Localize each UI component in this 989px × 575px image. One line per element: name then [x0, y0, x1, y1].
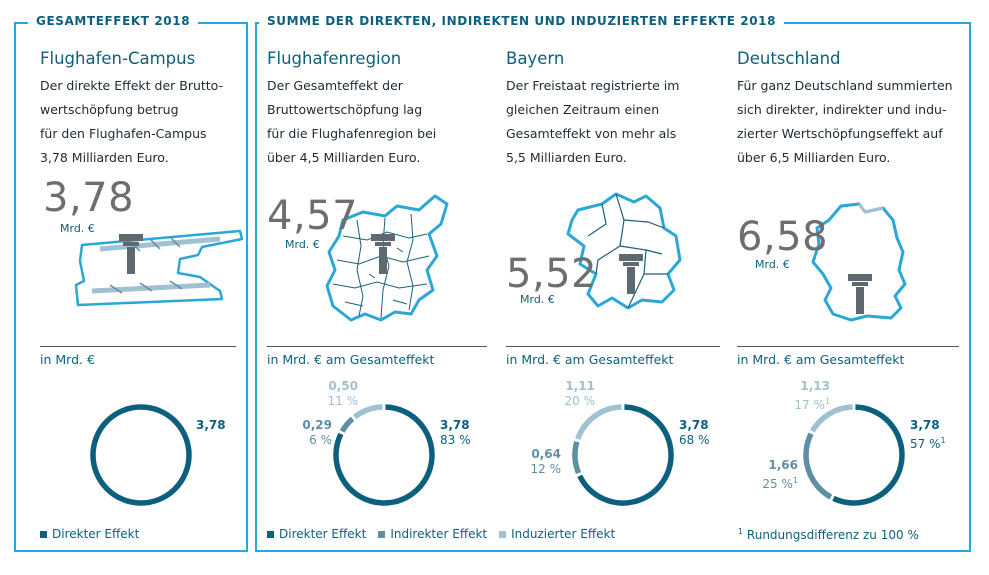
desc-line: Gesamteffekt von mehr als [506, 126, 677, 141]
donut-chart-germany [801, 402, 907, 508]
data-label-direkt: 3,78 [196, 418, 226, 432]
divider [40, 346, 236, 347]
desc-line: sich direkter, indirekter und indu- [737, 102, 947, 117]
divider [506, 346, 720, 347]
control-tower-icon [618, 252, 644, 300]
divider [267, 346, 487, 347]
slice-induziert [575, 404, 622, 441]
column-description: Der Gesamteffekt der Bruttowertschöpfung… [267, 74, 497, 170]
unit-label: in Mrd. € am Gesamteffekt [267, 352, 435, 367]
section-tag-sum: SUMME DER DIREKTEN, INDIREKTEN UND INDUZ… [259, 14, 785, 28]
section-tag-total: GESAMTEFFEKT 2018 [28, 14, 199, 28]
slice-direkt [333, 404, 435, 506]
desc-line: Der direkte Effekt der Brutto- [40, 78, 224, 93]
desc-line: Bruttowertschöpfung lag [267, 102, 423, 117]
legend-swatch [378, 530, 386, 538]
airport-region-map-icon [323, 190, 453, 329]
legend-swatch [40, 530, 47, 538]
legend-label: Direkter Effekt [52, 527, 140, 541]
legend-item-direkt: Direkter Effekt [40, 527, 139, 541]
slice-indirekt [339, 416, 355, 433]
data-label-indirekt: 0,29 6 % [302, 418, 332, 447]
slice-indirekt [572, 440, 582, 475]
desc-line: 3,78 Milliarden Euro. [40, 150, 169, 165]
column-title: Deutschland [737, 49, 841, 68]
desc-line: über 4,5 Milliarden Euro. [267, 150, 421, 165]
big-value: 4,57 [267, 193, 359, 239]
slice-direkt [577, 404, 674, 506]
data-label-direkt: 3,78 57 %1 [910, 418, 946, 451]
column-description: Der direkte Effekt der Brutto- wertschöp… [40, 74, 270, 170]
big-unit: Mrd. € [520, 293, 555, 306]
control-tower-icon [370, 232, 396, 280]
unit-label: in Mrd. € [40, 352, 95, 367]
desc-line: 5,5 Milliarden Euro. [506, 150, 627, 165]
legend-swatch [499, 530, 507, 538]
slice-direkt [90, 404, 192, 506]
big-unit: Mrd. € [285, 238, 320, 251]
footnote-marker: 1 [738, 527, 744, 536]
legend-swatch [267, 530, 274, 538]
slice-induziert [809, 404, 853, 433]
desc-line: Der Gesamteffekt der [267, 78, 403, 93]
data-label-induziert: 0,50 11 % [327, 379, 359, 408]
data-label-direkt: 3,78 83 % [440, 418, 471, 447]
data-label-induziert: 1,13 17 %1 [794, 379, 830, 412]
bavaria-map-icon [558, 190, 690, 319]
donut-chart-region [331, 402, 437, 508]
control-tower-icon [118, 232, 144, 280]
legend-item-indirekt: Indirekter Effekt [378, 527, 487, 541]
footnote-text: Rundungsdifferenz zu 100 % [746, 528, 919, 542]
desc-line: für den Flughafen-Campus [40, 126, 207, 141]
desc-line: zierter Wertschöpfungseffekt auf [737, 126, 943, 141]
desc-line: für die Flughafenregion bei [267, 126, 437, 141]
column-germany: Deutschland Für ganz Deutschland summier… [737, 0, 967, 575]
legend-item-induziert: Induzierter Effekt [499, 527, 615, 541]
legend-campus: Direkter Effekt [40, 527, 139, 541]
legend-item-direkt: Direkter Effekt [267, 527, 366, 541]
column-title: Bayern [506, 49, 565, 68]
divider [737, 346, 959, 347]
column-description: Für ganz Deutschland summierten sich dir… [737, 74, 967, 170]
footnote: 1 Rundungsdifferenz zu 100 % [738, 527, 919, 542]
legend-label: Indirekter Effekt [390, 527, 488, 541]
big-unit: Mrd. € [755, 258, 790, 271]
big-value: 3,78 [43, 175, 135, 221]
big-value: 6,58 [737, 214, 829, 260]
unit-label: in Mrd. € am Gesamteffekt [506, 352, 674, 367]
column-title: Flughafenregion [267, 49, 402, 68]
desc-line: über 6,5 Milliarden Euro. [737, 150, 891, 165]
data-label-direkt: 3,78 68 % [679, 418, 710, 447]
data-label-induziert: 1,11 20 % [564, 379, 596, 408]
unit-label: in Mrd. € am Gesamteffekt [737, 352, 905, 367]
desc-line: Der Freistaat registrierte im [506, 78, 680, 93]
slice-direkt [832, 404, 905, 506]
column-campus: Flughafen-Campus Der direkte Effekt der … [40, 0, 244, 575]
desc-line: Für ganz Deutschland summierten [737, 78, 953, 93]
column-title: Flughafen-Campus [40, 49, 196, 68]
legend-label: Direkter Effekt [279, 527, 367, 541]
legend-effects: Direkter Effekt Indirekter Effekt Induzi… [267, 527, 615, 541]
big-value: 5,52 [506, 251, 598, 297]
big-unit: Mrd. € [60, 222, 95, 235]
donut-chart-campus [88, 402, 194, 508]
desc-line: gleichen Zeitraum einen [506, 102, 660, 117]
column-region: Flughafenregion Der Gesamteffekt der Bru… [267, 0, 497, 575]
desc-line: wertschöpfung betrug [40, 102, 179, 117]
slice-induziert [352, 404, 383, 420]
germany-map-icon [807, 200, 917, 329]
airport-campus-map-icon [70, 225, 250, 319]
column-description: Der Freistaat registrierte im gleichen Z… [506, 74, 736, 170]
legend-label: Induzierter Effekt [511, 527, 616, 541]
column-bavaria: Bayern Der Freistaat registrierte im gle… [506, 0, 726, 575]
slice-indirekt [803, 432, 833, 500]
data-label-indirekt: 0,64 12 % [530, 447, 562, 476]
control-tower-icon [847, 272, 873, 320]
data-label-indirekt: 1,66 25 %1 [762, 458, 798, 491]
donut-chart-bavaria [570, 402, 676, 508]
